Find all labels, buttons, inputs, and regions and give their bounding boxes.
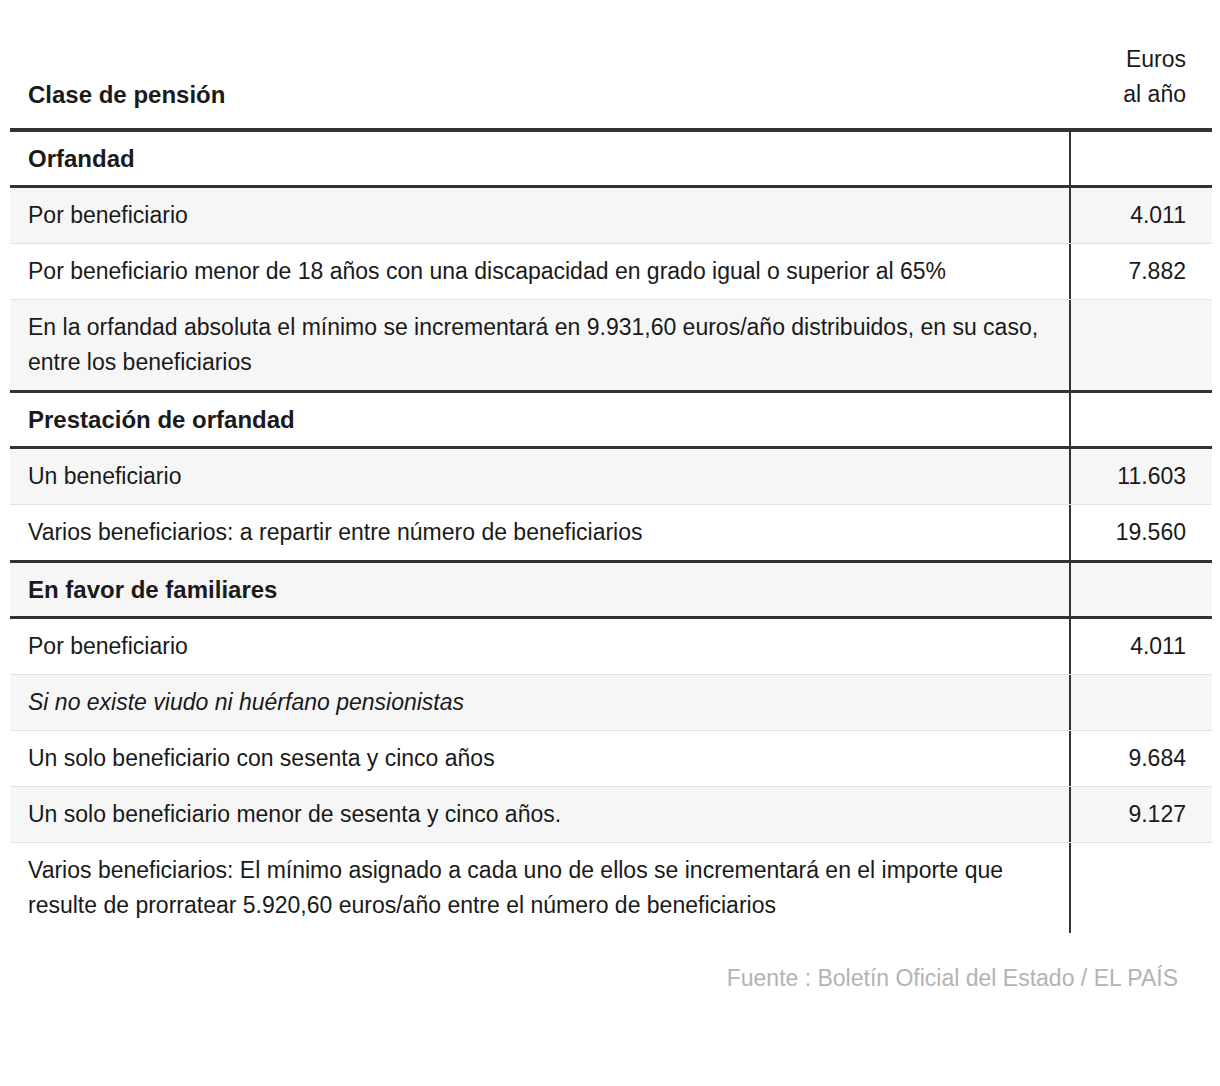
table-row-note: Si no existe viudo ni huérfano pensionis… (10, 674, 1212, 730)
section-row-orfandad: Orfandad (10, 132, 1212, 185)
column-header-euros-al-ano: Euros al año (1123, 42, 1186, 112)
row-label: Por beneficiario (10, 619, 1069, 674)
row-label: Varios beneficiarios: a repartir entre n… (10, 505, 1069, 560)
row-value: 9.127 (1069, 787, 1212, 842)
column-header-euros-line1: Euros (1123, 42, 1186, 77)
row-label: Un solo beneficiario menor de sesenta y … (10, 787, 1069, 842)
table-row: Un solo beneficiario con sesenta y cinco… (10, 730, 1212, 786)
table-row: Un beneficiario 11.603 (10, 446, 1212, 504)
row-label: En la orfandad absoluta el mínimo se inc… (10, 300, 1069, 390)
row-value: 4.011 (1069, 188, 1212, 243)
row-value (1069, 563, 1212, 616)
row-value (1069, 132, 1212, 185)
table-row: Varios beneficiarios: a repartir entre n… (10, 504, 1212, 560)
table-body: Orfandad Por beneficiario 4.011 Por bene… (10, 132, 1212, 933)
source-credit: Fuente : Boletín Oficial del Estado / EL… (10, 933, 1212, 992)
table-row: Un solo beneficiario menor de sesenta y … (10, 786, 1212, 842)
row-label: Por beneficiario (10, 188, 1069, 243)
table-row: Por beneficiario menor de 18 años con un… (10, 243, 1212, 299)
row-value: 9.684 (1069, 731, 1212, 786)
row-value (1069, 843, 1212, 933)
row-label: Si no existe viudo ni huérfano pensionis… (10, 675, 1069, 730)
section-header: Prestación de orfandad (10, 393, 1069, 446)
column-header-euros-line2: al año (1123, 77, 1186, 112)
row-value (1069, 675, 1212, 730)
row-value (1069, 393, 1212, 446)
table-row: En la orfandad absoluta el mínimo se inc… (10, 299, 1212, 390)
row-value: 4.011 (1069, 619, 1212, 674)
table-row: Por beneficiario 4.011 (10, 185, 1212, 243)
row-value: 11.603 (1069, 449, 1212, 504)
row-value: 7.882 (1069, 244, 1212, 299)
row-label: Varios beneficiarios: El mínimo asignado… (10, 843, 1069, 933)
table-row: Varios beneficiarios: El mínimo asignado… (10, 842, 1212, 933)
row-value: 19.560 (1069, 505, 1212, 560)
column-headers: Clase de pensión Euros al año (10, 42, 1212, 132)
pension-table-graphic: Clase de pensión Euros al año Orfandad P… (0, 0, 1220, 992)
section-row-prestacion-de-orfandad: Prestación de orfandad (10, 390, 1212, 446)
section-header: Orfandad (10, 132, 1069, 185)
section-header: En favor de familiares (10, 563, 1069, 616)
table-row: Por beneficiario 4.011 (10, 616, 1212, 674)
column-header-clase-de-pension: Clase de pensión (28, 77, 225, 112)
row-value (1069, 300, 1212, 390)
row-label: Por beneficiario menor de 18 años con un… (10, 244, 1069, 299)
section-row-en-favor-de-familiares: En favor de familiares (10, 560, 1212, 616)
row-label: Un beneficiario (10, 449, 1069, 504)
row-label: Un solo beneficiario con sesenta y cinco… (10, 731, 1069, 786)
